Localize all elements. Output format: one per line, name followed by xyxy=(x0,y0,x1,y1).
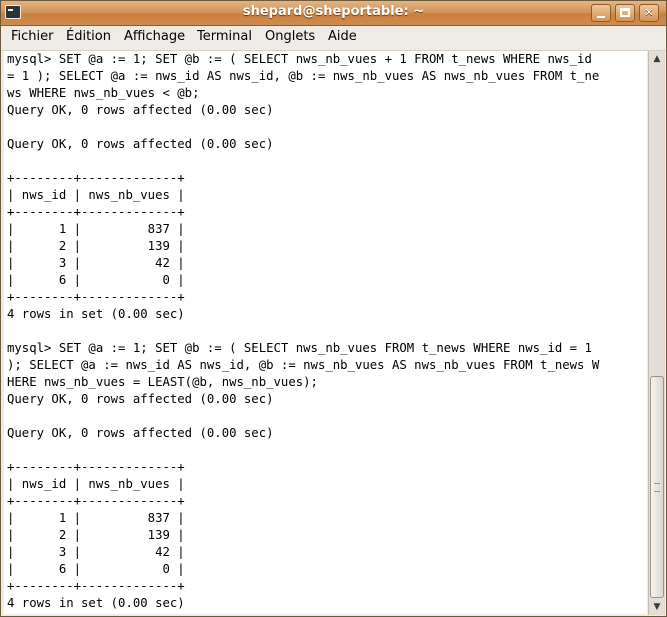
terminal-line: | 6 | 0 | xyxy=(7,273,185,287)
terminal-line: +--------+-------------+ xyxy=(7,494,185,508)
terminal-line: = 1 ); SELECT @a := nws_id AS nws_id, @b… xyxy=(7,69,600,83)
terminal-line: +--------+-------------+ xyxy=(7,205,185,219)
terminal-line: | 3 | 42 | xyxy=(7,256,185,270)
minimize-icon xyxy=(597,16,605,18)
terminal-line: Query OK, 0 rows affected (0.00 sec) xyxy=(7,392,274,406)
terminal-line: +--------+-------------+ xyxy=(7,460,185,474)
terminal-line: Query OK, 0 rows affected (0.00 sec) xyxy=(7,137,274,151)
terminal-output[interactable]: mysql> SET @a := 1; SET @b := ( SELECT n… xyxy=(4,51,647,614)
menu-edition[interactable]: Édition xyxy=(66,29,111,44)
scroll-up-arrow-icon[interactable]: ▲ xyxy=(653,54,661,64)
terminal-line: | nws_id | nws_nb_vues | xyxy=(7,477,185,491)
terminal-text: mysql> SET @a := 1; SET @b := ( SELECT n… xyxy=(4,51,647,612)
menu-bar: Fichier Édition Affichage Terminal Ongle… xyxy=(1,26,666,51)
close-icon: ✕ xyxy=(644,6,654,19)
terminal-line: Query OK, 0 rows affected (0.00 sec) xyxy=(7,426,274,440)
vertical-scrollbar[interactable]: ▲ ▼ xyxy=(648,51,665,615)
menu-terminal[interactable]: Terminal xyxy=(197,29,252,44)
terminal-line: | 1 | 837 | xyxy=(7,222,185,236)
menu-aide[interactable]: Aide xyxy=(328,29,357,44)
maximize-icon xyxy=(620,8,630,17)
terminal-line: +--------+-------------+ xyxy=(7,290,185,304)
window-title: shepard@sheportable: ~ xyxy=(242,4,425,19)
terminal-line: | 1 | 837 | xyxy=(7,511,185,525)
menu-onglets[interactable]: Onglets xyxy=(265,29,316,44)
scroll-down-arrow-icon[interactable]: ▼ xyxy=(653,602,661,612)
terminal-line: | 3 | 42 | xyxy=(7,545,185,559)
scrollbar-thumb[interactable] xyxy=(650,376,664,598)
terminal-line: mysql> SET @a := 1; SET @b := ( SELECT n… xyxy=(7,52,592,66)
terminal-line: 4 rows in set (0.00 sec) xyxy=(7,596,185,610)
terminal-line: | 2 | 139 | xyxy=(7,239,185,253)
menu-fichier[interactable]: Fichier xyxy=(11,29,54,44)
terminal-line: Query OK, 0 rows affected (0.00 sec) xyxy=(7,103,274,117)
terminal-line: +--------+-------------+ xyxy=(7,579,185,593)
terminal-line: mysql> SET @a := 1; SET @b := ( SELECT n… xyxy=(7,341,592,355)
title-bar[interactable]: shepard@sheportable: ~ ✕ xyxy=(1,1,666,26)
terminal-line: HERE nws_nb_vues = LEAST(@b, nws_nb_vues… xyxy=(7,375,318,389)
menu-affichage[interactable]: Affichage xyxy=(124,29,186,44)
minimize-button[interactable] xyxy=(591,4,611,22)
close-button[interactable]: ✕ xyxy=(639,4,659,22)
terminal-line: 4 rows in set (0.00 sec) xyxy=(7,307,185,321)
terminal-line: | nws_id | nws_nb_vues | xyxy=(7,188,185,202)
terminal-line: +--------+-------------+ xyxy=(7,171,185,185)
terminal-line: ); SELECT @a := nws_id AS nws_id, @b := … xyxy=(7,358,600,372)
terminal-line: | 6 | 0 | xyxy=(7,562,185,576)
terminal-line: ws WHERE nws_nb_vues < @b; xyxy=(7,86,200,100)
terminal-line: | 2 | 139 | xyxy=(7,528,185,542)
terminal-app-icon[interactable] xyxy=(5,5,21,19)
maximize-button[interactable] xyxy=(615,4,635,22)
